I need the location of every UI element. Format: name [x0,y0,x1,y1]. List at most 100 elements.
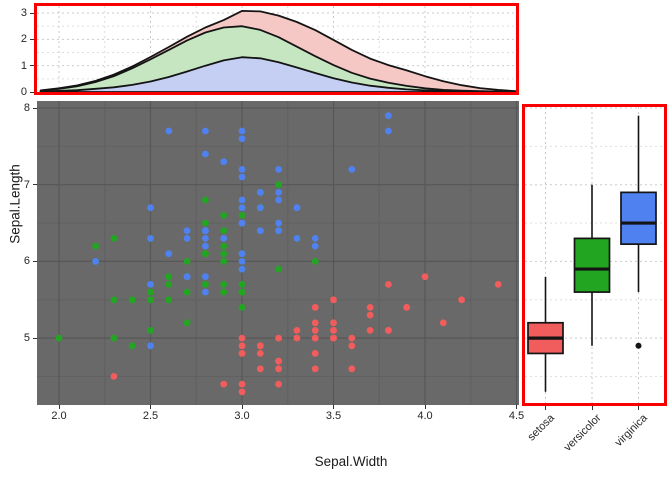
x-tick-label: 3.0 [234,410,250,422]
scatter-point-versicolor [238,281,246,288]
y-axis-title: Sepal.Length [7,164,23,244]
scatter-point-virginica [238,250,246,258]
scatter-point-virginica [256,204,264,212]
scatter-point-versicolor [165,281,173,288]
scatter-point-virginica [238,219,246,227]
scatter-point-versicolor [220,212,228,219]
scatter-point-virginica [147,281,154,288]
category-tick-mark [638,406,639,410]
scatter-point-virginica [183,235,191,242]
scatter-point-setosa [238,380,246,388]
x-tick-mark [516,405,517,409]
density-y-tick-mark [30,38,34,40]
boxplot-chart [525,107,664,403]
scatter-point-versicolor [311,258,319,265]
scatter-point-virginica [220,158,228,166]
scatter-point-versicolor [183,258,191,265]
scatter-point-virginica [238,173,246,181]
scatter-point-versicolor [220,250,228,258]
scatter-point-versicolor [202,281,209,288]
y-tick-mark [33,260,37,262]
x-tick-label: 2.5 [142,410,159,422]
scatter-point-virginica [202,127,209,135]
x-tick-mark [424,405,426,409]
scatter-point-versicolor [220,281,228,288]
box-versicolor [573,237,611,293]
scatter-point-setosa [275,357,282,365]
category-label-versicolor: versicolor [561,412,604,454]
scatter-point-versicolor [238,212,246,219]
scatter-point-setosa [256,350,264,357]
scatter-point-virginica [202,227,209,235]
density-y-tick-label: 2 [20,33,27,46]
x-tick-mark [58,405,60,409]
density-area-virginica [39,56,516,92]
scatter-point-setosa [330,296,337,304]
scatter-point-virginica [202,288,209,296]
scatter-point-versicolor [220,227,228,235]
scatter-point-setosa [366,311,374,319]
scatter-point-setosa [238,388,246,396]
scatter-point-virginica [202,273,209,281]
scatter-point-virginica [311,235,319,242]
scatter-point-versicolor [147,288,154,296]
scatter-point-setosa [238,342,246,350]
scatter-point-virginica [238,127,246,135]
scatter-point-virginica [256,189,264,196]
scatter-point-versicolor [238,288,246,296]
density-marginal-panel [34,3,519,95]
scatter-point-versicolor [275,181,282,189]
scatter-point-virginica [238,196,246,204]
scatter-point-setosa [110,373,118,380]
scatter-point-setosa [238,334,246,342]
y-tick-mark [33,107,37,109]
scatter-point-versicolor [220,288,228,296]
scatter-point-versicolor [110,334,118,342]
category-tick-mark [591,406,593,410]
density-chart [37,6,516,92]
density-y-tick-label: 0 [20,86,27,98]
scatter-point-versicolor [128,342,136,350]
scatter-point-virginica [238,265,246,273]
y-tick-mark [33,337,37,339]
scatter-point-virginica [293,204,301,212]
scatter-point-virginica [165,250,173,258]
box-virginica [620,191,657,245]
scatter-point-versicolor [202,250,209,258]
scatter-point-versicolor [238,304,246,311]
scatter-point-virginica [238,166,246,173]
scatter-point-virginica [183,227,191,235]
scatter-point-setosa [311,365,319,373]
scatter-point-setosa [311,350,319,357]
scatter-point-virginica [202,242,209,250]
y-tick-label: 7 [23,178,30,191]
scatter-point-virginica [238,135,246,143]
scatter-point-setosa [275,334,282,342]
scatter-point-virginica [385,112,392,120]
scatter-point-setosa [421,273,429,281]
scatter-point-virginica [275,219,282,227]
scatter-point-setosa [293,327,301,334]
scatter-chart [37,101,519,405]
scatter-point-virginica [275,196,282,204]
scatter-point-versicolor [165,296,173,304]
scatter-point-virginica [275,189,282,196]
scatter-point-versicolor [55,334,63,342]
scatter-panel [37,101,519,405]
scatter-point-virginica [293,235,301,242]
y-tick-label: 8 [23,102,30,114]
x-tick-mark [241,405,243,409]
scatter-point-setosa [256,342,264,350]
scatter-point-versicolor [147,327,154,334]
scatter-point-virginica [275,227,282,235]
scatter-point-setosa [403,304,411,311]
scatter-point-setosa [366,327,374,334]
scatter-point-setosa [348,365,356,373]
scatter-point-versicolor [128,296,136,304]
scatter-point-setosa [348,334,356,342]
scatter-point-setosa [220,380,228,388]
scatter-point-versicolor [92,242,99,250]
scatter-point-setosa [330,327,337,334]
scatter-point-versicolor [110,235,118,242]
scatter-point-setosa [439,319,447,327]
